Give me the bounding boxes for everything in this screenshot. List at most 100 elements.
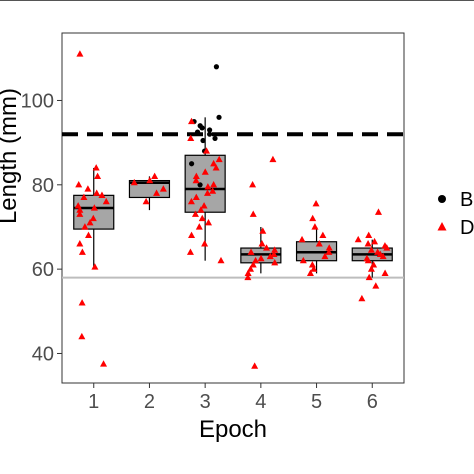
series-D bbox=[74, 50, 391, 369]
point-D bbox=[146, 176, 154, 184]
point-D bbox=[151, 172, 159, 179]
x-tick-label: 2 bbox=[144, 391, 155, 413]
point-D bbox=[85, 231, 93, 239]
point-D bbox=[269, 155, 277, 163]
point-D bbox=[367, 265, 375, 272]
y-tick-label: 40 bbox=[32, 343, 54, 365]
x-tick-label: 4 bbox=[255, 391, 266, 413]
point-D bbox=[257, 254, 265, 262]
point-D bbox=[249, 261, 257, 268]
point-D bbox=[203, 147, 211, 154]
point-D bbox=[259, 227, 267, 234]
point-D bbox=[191, 210, 199, 217]
point-D bbox=[94, 172, 102, 179]
point-B bbox=[194, 129, 201, 135]
point-D bbox=[258, 240, 266, 247]
point-D bbox=[195, 223, 203, 230]
point-D bbox=[365, 273, 373, 281]
y-tick-label: 80 bbox=[32, 175, 54, 197]
point-D bbox=[379, 252, 387, 260]
jitter-points bbox=[74, 50, 391, 369]
point-D bbox=[78, 332, 86, 340]
point-D bbox=[244, 273, 252, 281]
point-D bbox=[270, 250, 278, 257]
point-D bbox=[247, 265, 255, 272]
point-B bbox=[189, 161, 195, 167]
point-D bbox=[308, 261, 316, 268]
point-D bbox=[354, 235, 362, 243]
point-D bbox=[244, 269, 252, 276]
point-D bbox=[204, 183, 212, 190]
point-D bbox=[76, 206, 84, 213]
point-D bbox=[315, 240, 323, 247]
point-D bbox=[197, 206, 205, 213]
point-D bbox=[186, 248, 194, 255]
point-D bbox=[310, 265, 318, 272]
point-D bbox=[374, 208, 382, 215]
point-D bbox=[76, 210, 84, 217]
point-D bbox=[249, 210, 257, 217]
point-D bbox=[325, 248, 333, 255]
point-D bbox=[75, 181, 83, 188]
point-D bbox=[187, 197, 195, 205]
point-D bbox=[266, 252, 274, 260]
point-D bbox=[370, 261, 378, 268]
point-D bbox=[215, 155, 223, 163]
point-D bbox=[210, 181, 218, 188]
x-tick-label: 5 bbox=[311, 391, 322, 413]
point-D bbox=[159, 185, 167, 192]
legend-item-D: D bbox=[437, 217, 474, 239]
point-D bbox=[100, 360, 108, 367]
y-tick-label: 60 bbox=[32, 259, 54, 281]
reference-lines bbox=[62, 132, 404, 279]
point-D bbox=[217, 256, 225, 264]
point-D bbox=[198, 214, 206, 222]
point-D bbox=[203, 189, 211, 196]
point-D bbox=[325, 244, 333, 251]
point-D bbox=[271, 246, 279, 253]
point-D bbox=[311, 223, 319, 230]
point-D bbox=[192, 193, 200, 201]
legend-label: B bbox=[460, 189, 473, 211]
legend-key-triangle bbox=[437, 222, 447, 231]
legend: BD bbox=[437, 189, 474, 239]
x-tick-label: 6 bbox=[367, 391, 378, 413]
point-D bbox=[91, 263, 99, 270]
point-B bbox=[207, 127, 213, 133]
point-D bbox=[86, 218, 94, 226]
point-D bbox=[78, 299, 86, 306]
point-D bbox=[365, 231, 373, 239]
point-D bbox=[371, 237, 379, 245]
point-D bbox=[92, 164, 100, 171]
point-D bbox=[188, 117, 196, 125]
point-D bbox=[102, 197, 110, 205]
point-D bbox=[192, 176, 200, 184]
point-D bbox=[298, 235, 306, 243]
x-tick-label: 3 bbox=[200, 391, 211, 413]
point-D bbox=[93, 189, 101, 196]
point-D bbox=[321, 252, 329, 260]
point-D bbox=[81, 223, 89, 230]
series-B bbox=[189, 64, 222, 188]
point-B bbox=[199, 125, 205, 131]
point-D bbox=[201, 240, 209, 247]
legend-label: D bbox=[460, 217, 474, 239]
point-D bbox=[76, 50, 84, 57]
point-D bbox=[201, 168, 209, 175]
point-D bbox=[76, 240, 84, 247]
point-D bbox=[251, 362, 259, 369]
point-D bbox=[249, 181, 257, 188]
point-B bbox=[207, 131, 213, 137]
point-D bbox=[306, 269, 314, 276]
point-D bbox=[358, 294, 366, 302]
point-D bbox=[84, 185, 92, 192]
point-D bbox=[381, 269, 389, 276]
point-B bbox=[197, 182, 203, 188]
point-D bbox=[271, 259, 279, 266]
point-D bbox=[299, 256, 307, 264]
point-D bbox=[153, 189, 161, 196]
point-D bbox=[312, 199, 320, 207]
plot-panel bbox=[61, 32, 405, 384]
x-axis-ticks: 1 2 3 4 5 6 bbox=[88, 383, 378, 413]
